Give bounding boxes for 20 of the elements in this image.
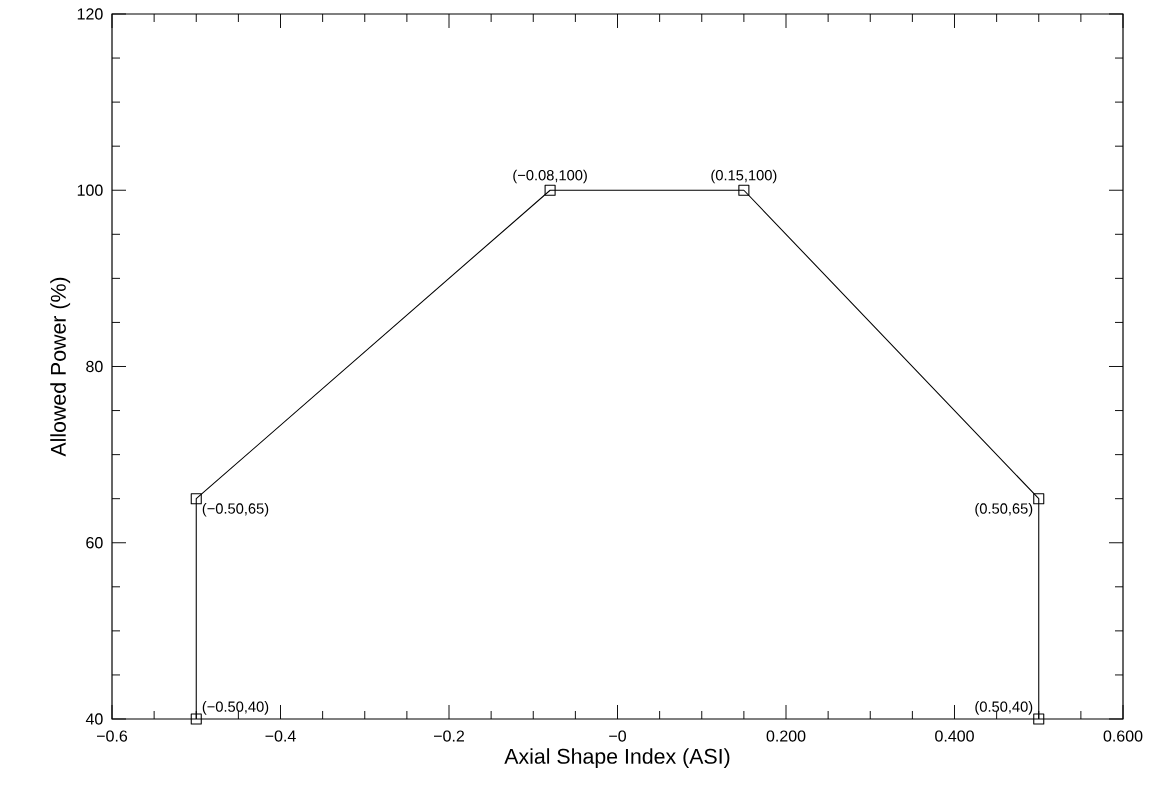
- x-tick-label: −0.4: [265, 730, 296, 742]
- annotation: (−0.08,100): [513, 169, 587, 184]
- annotation: (0.50,65): [975, 502, 1033, 517]
- y-tick-label: 40: [85, 713, 103, 725]
- x-tick-label: −0: [609, 730, 627, 742]
- x-tick-label: 0.600: [1103, 730, 1143, 742]
- y-axis-title: Allowed Power (%): [50, 277, 71, 457]
- x-tick-label: −0.2: [434, 730, 464, 742]
- x-axis-title: Axial Shape Index (ASI): [504, 748, 730, 769]
- annotation: (0.15,100): [711, 169, 777, 184]
- y-tick-label: 80: [86, 360, 103, 373]
- y-tick-label: 100: [77, 184, 103, 196]
- y-tick-label: 120: [77, 8, 103, 20]
- annotation: (0.50,40): [975, 701, 1033, 715]
- annotation: (−0.50,40): [202, 701, 269, 715]
- x-tick-label: 0.400: [935, 730, 974, 742]
- x-tick-label: 0.200: [766, 730, 806, 742]
- x-tick-label: −0.6: [97, 730, 128, 742]
- y-tick-label: 60: [86, 537, 103, 549]
- annotation: (−0.50,65): [202, 502, 269, 517]
